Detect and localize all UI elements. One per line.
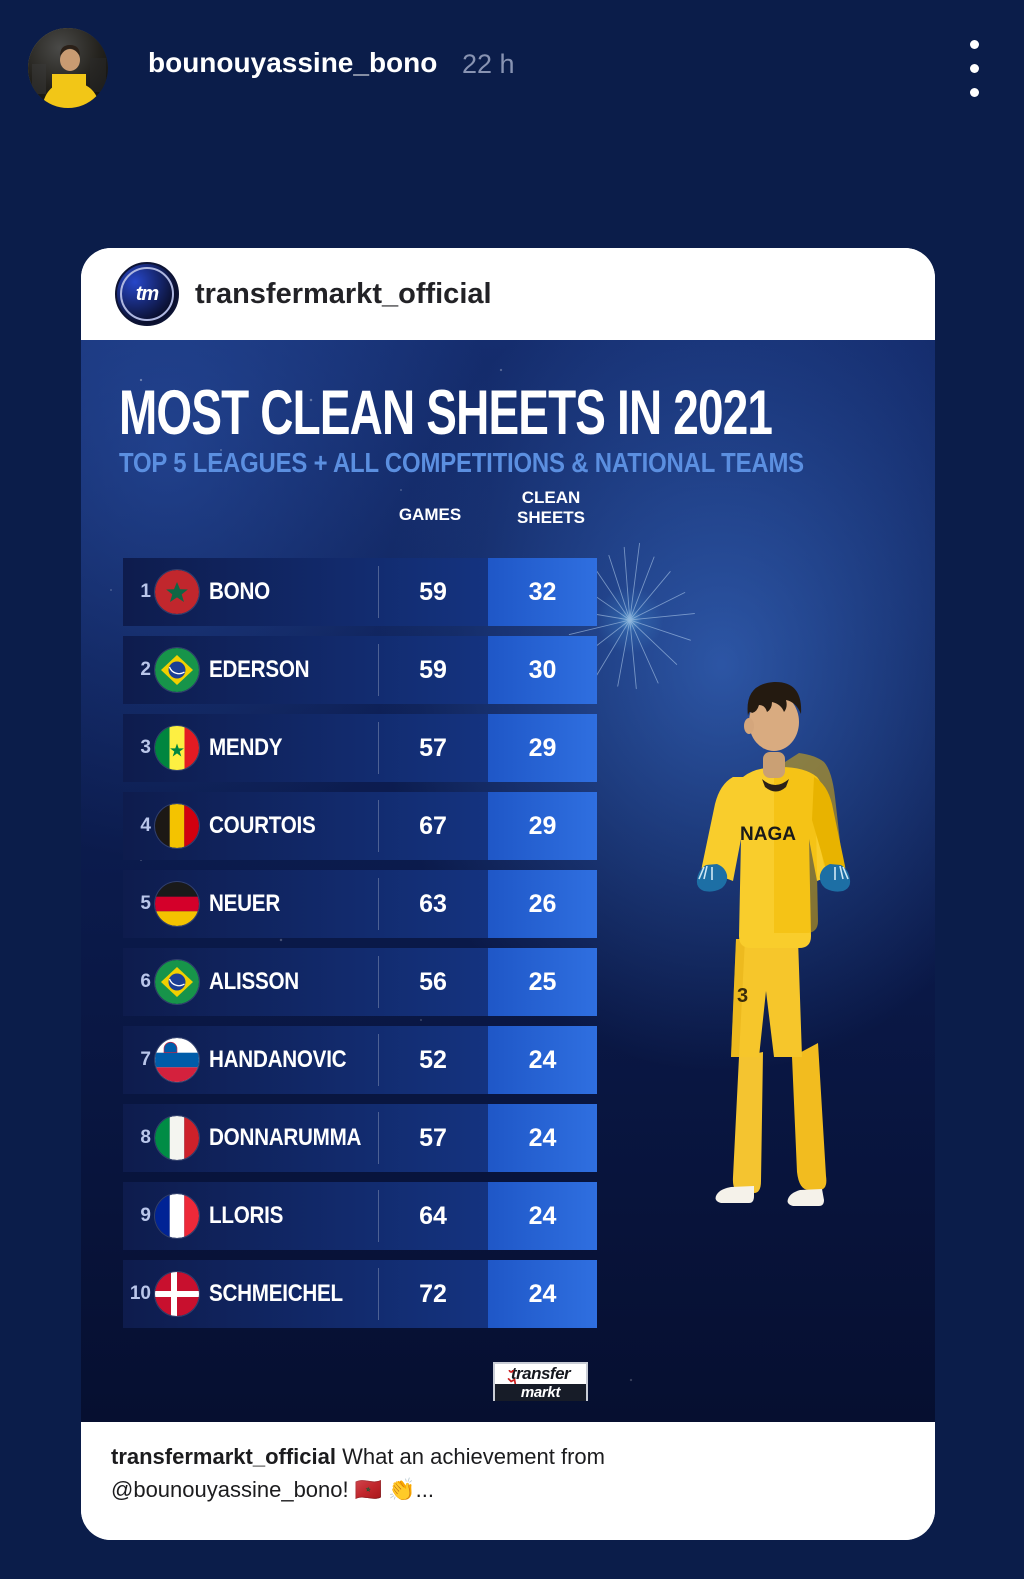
svg-text:NAGA: NAGA [740,824,796,845]
svg-text:3: 3 [737,985,748,1007]
